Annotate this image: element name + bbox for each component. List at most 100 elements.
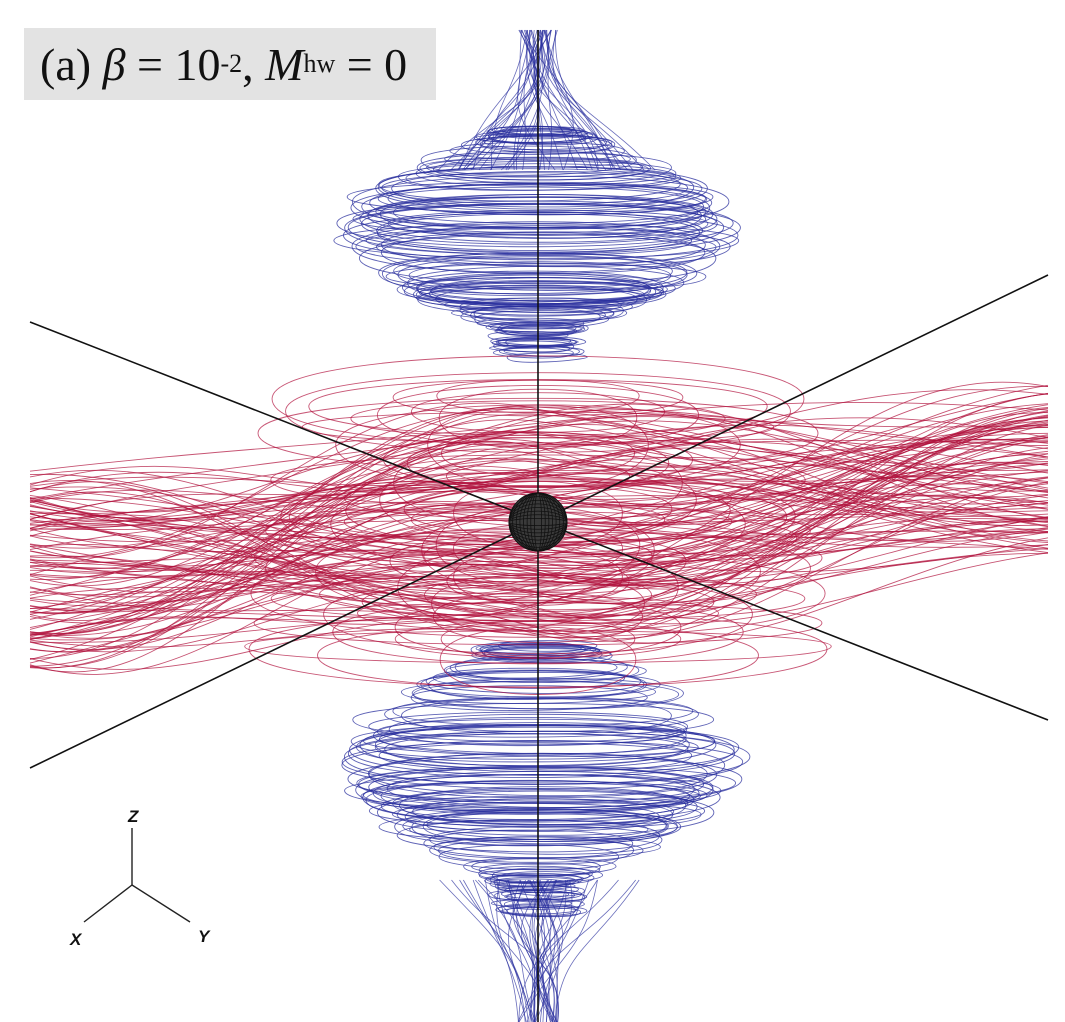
field-line: [536, 879, 564, 1022]
field-line: [421, 510, 655, 592]
field-line: [350, 184, 711, 234]
field-line: [381, 225, 706, 267]
field-line: [406, 437, 670, 491]
field-line: [365, 779, 695, 822]
field-line: [278, 511, 798, 566]
field-line: [527, 879, 561, 1022]
field-line: [476, 317, 585, 330]
field-line: [490, 29, 544, 171]
field-line: [270, 454, 806, 508]
field-line: [356, 765, 737, 802]
field-line: [493, 340, 574, 353]
field-line: [374, 733, 699, 763]
field-line: [391, 171, 703, 208]
mach-symbol: M: [265, 38, 304, 90]
field-line: [359, 196, 718, 243]
triad-z-label: Z: [127, 807, 139, 826]
field-line: [498, 640, 598, 652]
field-line: [478, 29, 538, 171]
field-line: [439, 879, 534, 1022]
field-line: [453, 549, 623, 606]
field-line: [413, 280, 667, 310]
field-line: [536, 879, 598, 1022]
mach-value: 0: [384, 38, 408, 90]
field-line: [308, 379, 768, 436]
field-line: [427, 404, 649, 488]
field-line: [496, 879, 529, 1022]
field-line: [352, 203, 707, 236]
field-line: [271, 355, 805, 446]
field-line: [552, 29, 599, 171]
field-line: [368, 711, 688, 743]
beta-base: 10: [174, 38, 221, 90]
field-line: [376, 790, 715, 836]
field-line: [544, 29, 615, 171]
field-line: [346, 181, 714, 214]
field-line: [536, 879, 568, 1022]
field-line: [393, 254, 673, 289]
field-line: [407, 265, 685, 302]
field-line: [538, 29, 607, 171]
field-line: [265, 528, 811, 611]
field-line: [386, 770, 695, 808]
field-line: [356, 725, 740, 771]
field-line: [516, 879, 541, 1022]
toroidal-field-lines: [333, 29, 751, 1022]
field-line: [349, 725, 735, 776]
field-line: [376, 211, 703, 251]
field-line: [317, 624, 759, 689]
field-line: [376, 385, 700, 448]
field-line: [396, 819, 661, 853]
field-line: [375, 196, 707, 228]
field-line: [423, 536, 653, 577]
field-line: [478, 868, 590, 883]
field-line: [463, 857, 617, 877]
field-line: [483, 646, 612, 661]
field-line: [449, 141, 625, 162]
field-line: [525, 29, 564, 171]
field-line: [452, 523, 624, 576]
field-line: [257, 397, 819, 472]
field-line: [285, 372, 791, 453]
field-line: [496, 324, 583, 334]
field-line: [375, 166, 708, 212]
field-line: [270, 577, 806, 622]
field-line: [388, 713, 688, 747]
field-line: [497, 885, 579, 894]
field-line: [445, 460, 631, 493]
field-line: [336, 200, 734, 248]
field-line: [369, 183, 713, 224]
field-line: [393, 196, 699, 229]
field-line: [503, 885, 585, 897]
panel-letter: (a): [40, 38, 92, 90]
field-line: [505, 879, 534, 1022]
field-line: [436, 379, 640, 414]
field-line: [443, 658, 640, 684]
field-line: [485, 643, 601, 658]
field-line: [433, 592, 643, 643]
field-line: [253, 602, 823, 646]
field-line: [533, 29, 588, 171]
field-line: [347, 755, 743, 804]
axes-triad: Z Y X: [69, 807, 211, 949]
field-line: [381, 252, 698, 297]
field-line: [446, 560, 630, 604]
field-line: [351, 175, 730, 230]
field-line: [533, 29, 599, 171]
field-line: [518, 879, 567, 1022]
field-line: [384, 697, 699, 732]
field-line: [400, 680, 656, 704]
field-line: [475, 879, 536, 1022]
field-line: [29, 406, 1049, 635]
field-line: [410, 685, 648, 711]
field-line: [333, 223, 740, 259]
field-line: [373, 717, 687, 756]
field-line: [464, 29, 522, 171]
field-line: [29, 406, 1049, 660]
field-line: [413, 680, 680, 710]
field-line: [541, 29, 613, 171]
field-line: [244, 630, 832, 664]
